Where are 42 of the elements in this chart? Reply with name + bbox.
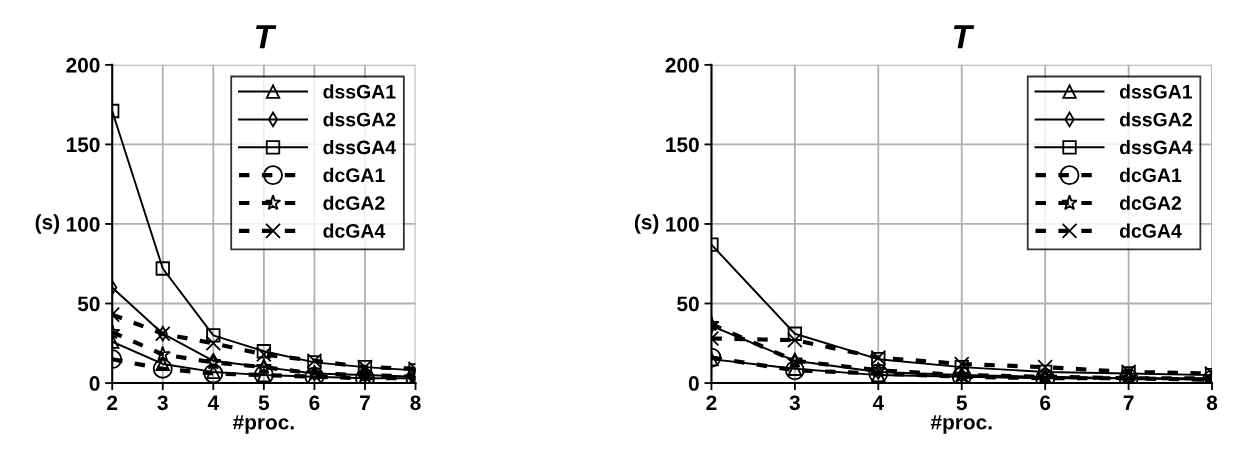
x-tick-label: 8 bbox=[1206, 395, 1218, 411]
x-axis-title: #proc. bbox=[930, 415, 992, 434]
y-axis-title: (s) bbox=[634, 214, 659, 234]
y-tick-label: 0 bbox=[688, 376, 699, 391]
x-axis-title: #proc. bbox=[232, 415, 294, 434]
y-axis-title: (s) bbox=[35, 214, 60, 234]
y-tick-label: 200 bbox=[665, 57, 699, 73]
x-tick-label: 2 bbox=[107, 395, 118, 410]
legend-label: dcGA2 bbox=[323, 195, 385, 210]
y-tick-label: 50 bbox=[77, 296, 100, 312]
x-tick-label: 4 bbox=[207, 395, 219, 410]
x-tick-label: 4 bbox=[872, 395, 884, 410]
x-tick-label: 7 bbox=[1123, 395, 1134, 410]
y-tick-label: 150 bbox=[666, 137, 699, 153]
legend-label: dcGA1 bbox=[323, 167, 385, 183]
x-tick-label: 5 bbox=[956, 395, 967, 411]
y-tick-label: 0 bbox=[89, 376, 100, 391]
legend-label: dcGA2 bbox=[1119, 195, 1182, 210]
x-tick-label: 6 bbox=[1040, 395, 1051, 411]
y-tick-label: 100 bbox=[66, 216, 100, 232]
x-tick-label: 3 bbox=[789, 395, 800, 411]
legend-label: dssGA1 bbox=[323, 84, 396, 99]
x-tick-label: 5 bbox=[258, 395, 270, 411]
legend-label: dssGA1 bbox=[1119, 84, 1193, 99]
legend-label: dssGA4 bbox=[323, 140, 396, 155]
legend-label: dssGA2 bbox=[1119, 112, 1192, 127]
y-tick-label: 100 bbox=[666, 216, 699, 232]
legend-label: dcGA4 bbox=[1119, 223, 1182, 238]
legend-label: dssGA2 bbox=[323, 112, 396, 127]
x-tick-label: 2 bbox=[706, 395, 717, 410]
chart-title: T bbox=[256, 25, 277, 49]
chart-title: T bbox=[953, 25, 975, 49]
legend-label: dssGA4 bbox=[1119, 140, 1193, 155]
x-tick-label: 8 bbox=[410, 395, 421, 411]
legend-label: dcGA1 bbox=[1119, 167, 1182, 183]
legend-label: dcGA4 bbox=[323, 223, 386, 238]
y-tick-label: 50 bbox=[677, 296, 699, 312]
y-tick-label: 200 bbox=[66, 57, 100, 73]
x-tick-label: 6 bbox=[309, 395, 320, 411]
y-tick-label: 150 bbox=[66, 137, 100, 153]
x-tick-label: 3 bbox=[157, 395, 168, 411]
x-tick-label: 7 bbox=[360, 395, 370, 410]
